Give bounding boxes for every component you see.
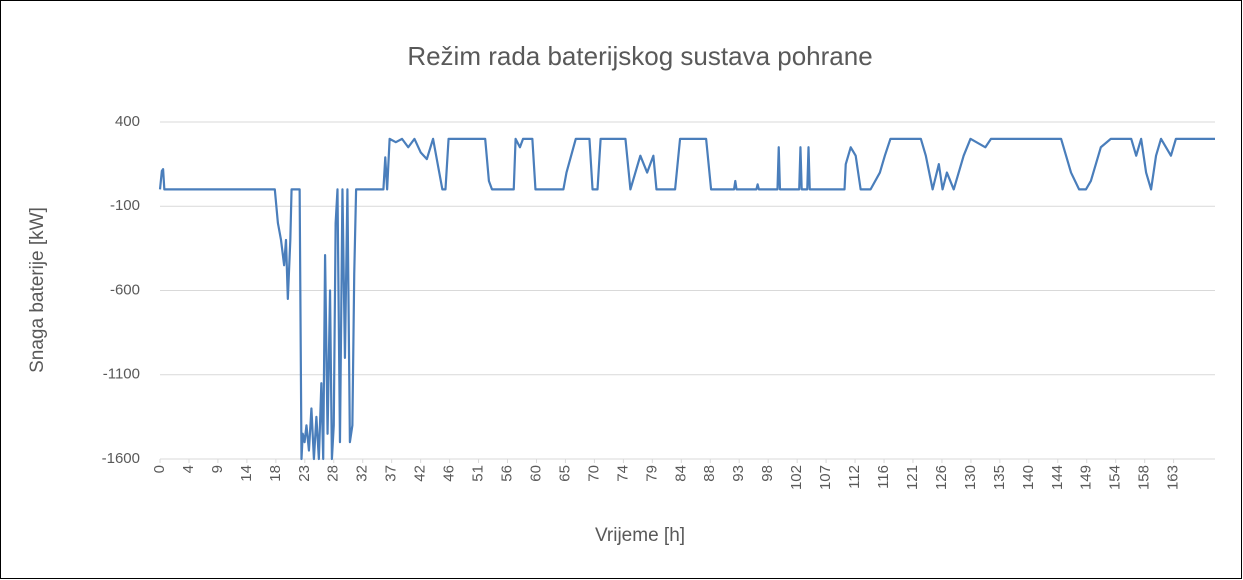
x-tick-label: 42 [412, 465, 429, 482]
x-axis-label: Vrijeme [h] [595, 525, 685, 546]
x-tick-label: 32 [354, 465, 371, 482]
x-tick-label: 65 [556, 465, 573, 482]
x-tick-label: 14 [238, 465, 255, 482]
x-tick-label: 70 [585, 465, 602, 482]
y-tick-label: -600 [110, 281, 140, 298]
x-tick-label: 140 [1020, 465, 1037, 490]
x-tick-label: 56 [498, 465, 515, 482]
data-line [158, 137, 1215, 461]
x-tick-label: 163 [1165, 465, 1182, 490]
y-tick-label: 400 [115, 113, 140, 130]
x-tick-label: 116 [875, 465, 892, 489]
x-tick-label: 102 [788, 465, 805, 490]
x-tick-label: 84 [672, 465, 689, 482]
x-tick-label: 144 [1049, 465, 1066, 490]
x-tick-label: 126 [933, 465, 950, 490]
x-tick-label: 149 [1078, 465, 1095, 490]
x-tick-label: 46 [441, 465, 458, 482]
x-tick-label: 93 [730, 465, 747, 482]
x-tick-label: 37 [383, 465, 400, 482]
x-tick-label: 112 [846, 465, 863, 489]
x-tick-label: 107 [817, 465, 834, 490]
x-tick-label: 130 [962, 465, 979, 490]
x-tick-label: 28 [325, 465, 342, 482]
y-tick-label: -1600 [102, 450, 140, 467]
x-tick-label: 135 [991, 465, 1008, 490]
x-tick-label: 18 [267, 465, 284, 482]
x-tick-label: 121 [904, 465, 921, 490]
x-tick-label: 60 [527, 465, 544, 482]
x-tick-label: 4 [180, 465, 197, 473]
x-tick-label: 9 [209, 465, 226, 473]
x-tick-label: 79 [643, 465, 660, 482]
x-tick-label: 74 [614, 465, 631, 482]
x-tick-label: 0 [151, 465, 168, 473]
y-tick-label: -100 [110, 197, 140, 214]
x-tick-label: 88 [701, 465, 718, 482]
x-tick-label: 23 [296, 465, 313, 482]
x-tick-label: 158 [1136, 465, 1153, 490]
x-tick-label: 51 [470, 465, 487, 482]
x-tick-label: 154 [1107, 465, 1124, 490]
y-tick-label: -1100 [103, 366, 140, 383]
y-axis-label: Snaga baterije [kW] [27, 207, 48, 373]
x-tick-label: 98 [759, 465, 776, 482]
chart-title: Režim rada baterijskog sustava pohrane [407, 41, 872, 71]
